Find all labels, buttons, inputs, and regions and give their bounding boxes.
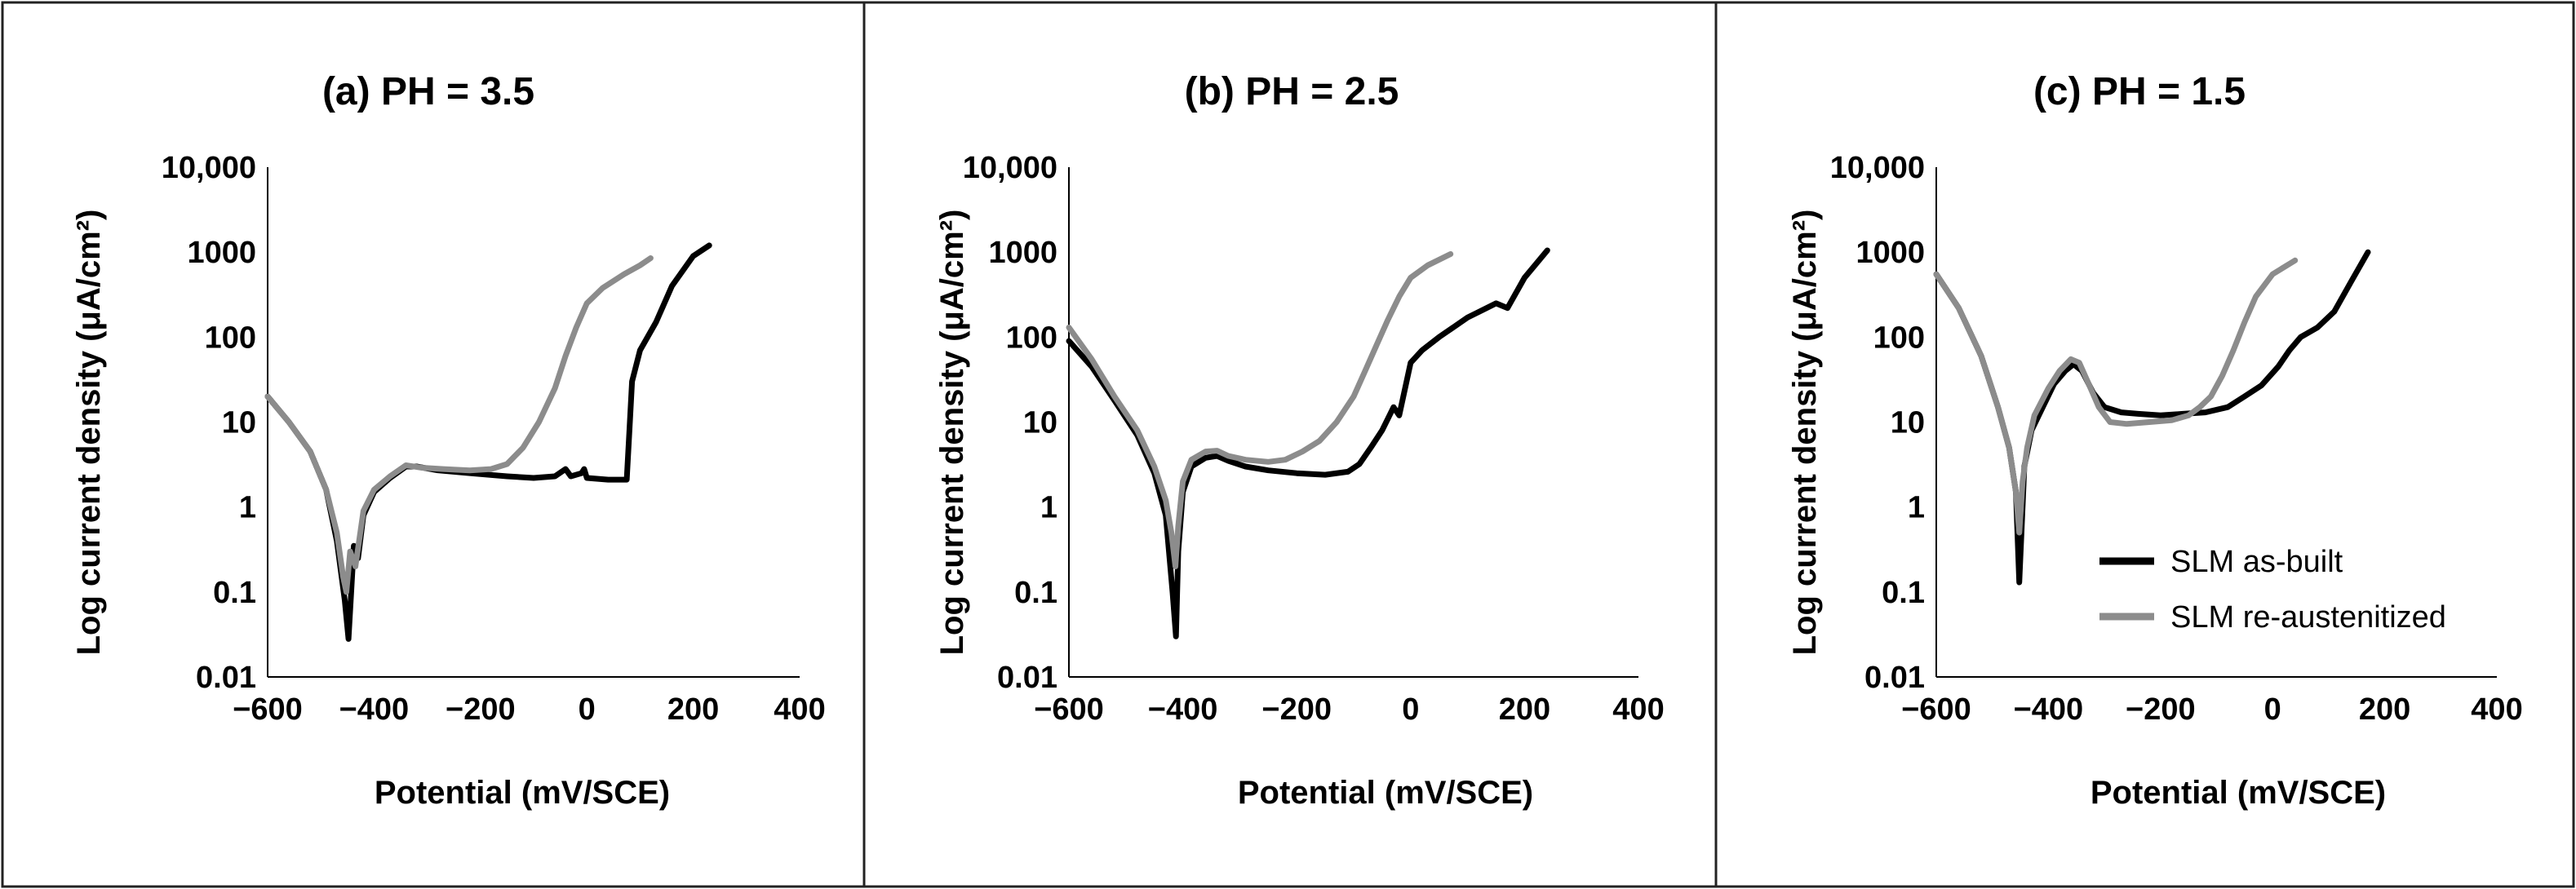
y-tick-label: 1000 bbox=[187, 236, 256, 270]
legend-label-as-built: SLM as-built bbox=[2170, 545, 2343, 579]
series-line-slm-as-built bbox=[1066, 247, 1550, 639]
x-tick-label: −600 bbox=[1901, 692, 1971, 727]
x-tick-label: 200 bbox=[667, 692, 719, 727]
y-tick-label: 0.1 bbox=[1882, 576, 1925, 610]
y-tick-label: 10,000 bbox=[162, 151, 256, 185]
x-tick-label: 400 bbox=[2471, 692, 2522, 727]
y-axis-label: Log current density (μA/cm²) bbox=[71, 210, 107, 656]
tick-layer: 10,000 1000 100 10 1 0.1 0.01−600 −400 −200 0 200 4… bbox=[1830, 151, 2523, 727]
series-line-slm-re-austenitized bbox=[1933, 257, 2299, 536]
x-tick-label: −400 bbox=[1148, 692, 1218, 727]
series-layer bbox=[1933, 249, 2371, 586]
legend: SLM as-built SLM re-austenitized bbox=[2099, 545, 2446, 635]
y-tick-label: 100 bbox=[1006, 321, 1057, 355]
y-tick-label: 10,000 bbox=[1830, 151, 1925, 185]
chart-panel-c: (c) PH = 1.5 Log current density (μA/cm²… bbox=[1787, 70, 2523, 811]
chart-panel-b: (b) PH = 2.5 Log current density (μA/cm²… bbox=[934, 70, 1665, 811]
series-layer bbox=[1066, 247, 1550, 639]
x-axis-label: Potential (mV/SCE) bbox=[2091, 775, 2386, 811]
chart-title: (a) PH = 3.5 bbox=[322, 70, 534, 113]
y-tick-label: 0.1 bbox=[1014, 576, 1057, 610]
y-tick-label: 1000 bbox=[988, 236, 1057, 270]
x-tick-label: 400 bbox=[774, 692, 825, 727]
x-tick-label: 200 bbox=[1499, 692, 1550, 727]
x-tick-label: 400 bbox=[1612, 692, 1664, 727]
x-tick-label: 0 bbox=[579, 692, 596, 727]
series-line-slm-re-austenitized bbox=[264, 255, 654, 595]
series-line-slm-as-built bbox=[264, 242, 712, 642]
chart-title: (b) PH = 2.5 bbox=[1185, 70, 1399, 113]
tick-layer: 10,000 1000 100 10 1 0.1 0.01−600 −400 −200 0 200 4… bbox=[963, 151, 1665, 727]
series-line-slm-re-austenitized bbox=[1066, 251, 1454, 569]
y-tick-label: 1 bbox=[1040, 491, 1057, 525]
y-tick-label: 10 bbox=[1023, 406, 1057, 440]
x-tick-label: −600 bbox=[1034, 692, 1104, 727]
y-axis-label: Log current density (μA/cm²) bbox=[934, 210, 970, 656]
y-tick-label: 10 bbox=[222, 406, 256, 440]
y-tick-label: 0.01 bbox=[997, 661, 1057, 695]
y-tick-label: 0.1 bbox=[213, 576, 256, 610]
y-tick-label: 100 bbox=[205, 321, 256, 355]
y-tick-label: 0.01 bbox=[196, 661, 256, 695]
y-tick-label: 10,000 bbox=[963, 151, 1057, 185]
y-tick-label: 0.01 bbox=[1864, 661, 1925, 695]
x-tick-label: −200 bbox=[2126, 692, 2196, 727]
x-tick-label: −400 bbox=[339, 692, 410, 727]
x-tick-label: 0 bbox=[2264, 692, 2281, 727]
x-tick-label: 200 bbox=[2359, 692, 2410, 727]
x-tick-label: −400 bbox=[2014, 692, 2084, 727]
y-tick-label: 1000 bbox=[1856, 236, 1925, 270]
x-tick-label: −200 bbox=[446, 692, 516, 727]
y-tick-label: 10 bbox=[1891, 406, 1925, 440]
x-tick-label: −200 bbox=[1261, 692, 1332, 727]
x-tick-label: −600 bbox=[233, 692, 303, 727]
y-tick-label: 100 bbox=[1873, 321, 1925, 355]
x-axis-label: Potential (mV/SCE) bbox=[375, 775, 670, 811]
legend-label-re-austenitized: SLM re-austenitized bbox=[2170, 600, 2446, 635]
x-axis-label: Potential (mV/SCE) bbox=[1238, 775, 1533, 811]
y-axis-label: Log current density (μA/cm²) bbox=[1787, 210, 1823, 656]
x-tick-label: 0 bbox=[1402, 692, 1419, 727]
chart-panel-a: (a) PH = 3.5 Log current density (μA/cm²… bbox=[71, 70, 826, 811]
series-layer bbox=[264, 242, 712, 642]
chart-title: (c) PH = 1.5 bbox=[2033, 70, 2246, 113]
y-tick-label: 1 bbox=[239, 491, 256, 525]
y-tick-label: 1 bbox=[1908, 491, 1925, 525]
tick-layer: 10,000 1000 100 10 1 0.1 0.01−600 −400 −200 0 200 4… bbox=[162, 151, 826, 727]
